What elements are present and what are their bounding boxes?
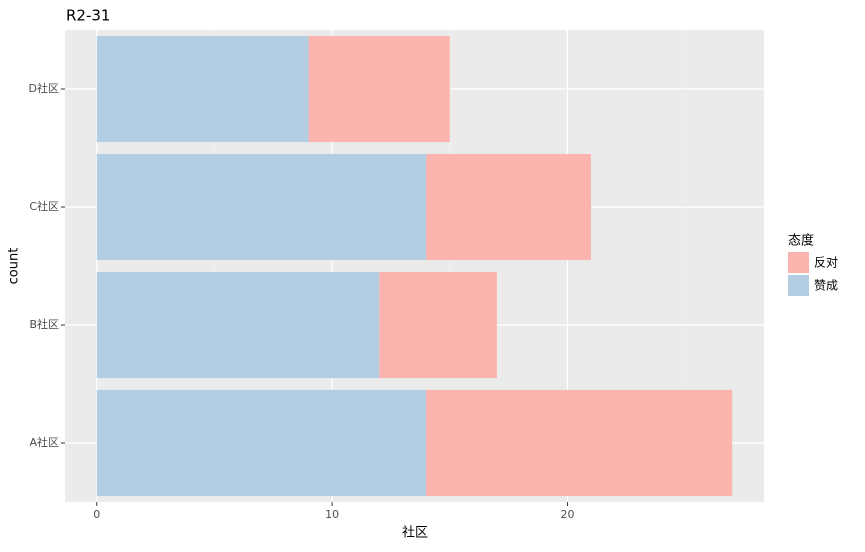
bar-segment <box>96 389 427 497</box>
legend-label: 反对 <box>814 256 838 270</box>
chart-title: R2-31 <box>66 7 110 25</box>
y-axis-label: count <box>7 248 22 285</box>
y-tick-label: D社区 <box>29 81 59 95</box>
y-tick-label: A社区 <box>29 435 59 449</box>
legend-swatch <box>788 252 809 273</box>
legend-title: 态度 <box>788 233 814 249</box>
x-tick-label: 0 <box>93 508 100 521</box>
x-tick-label: 20 <box>560 508 574 521</box>
bar-segment <box>426 153 592 261</box>
bar-segment <box>426 389 733 497</box>
y-tick-label: C社区 <box>29 199 59 213</box>
legend-swatch <box>788 275 809 296</box>
bar-segment <box>96 35 309 143</box>
y-tick-label: B社区 <box>29 317 59 331</box>
x-axis-label: 社区 <box>402 525 428 541</box>
x-tick-label: 10 <box>325 508 339 521</box>
bar-segment <box>96 271 380 379</box>
bar-segment <box>308 35 450 143</box>
bar-segment <box>379 271 497 379</box>
bar-segment <box>96 153 427 261</box>
legend-label: 赞成 <box>814 279 838 293</box>
